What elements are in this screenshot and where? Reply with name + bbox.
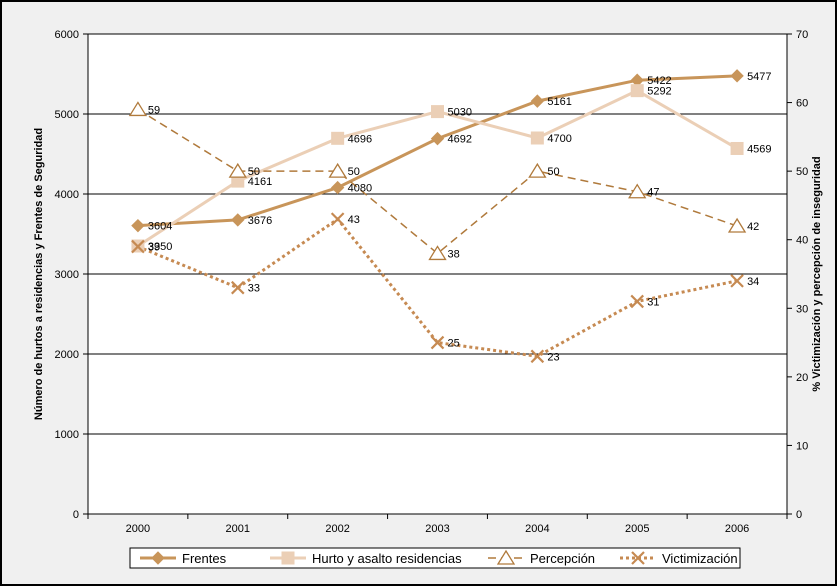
- series-0-point: [730, 69, 744, 83]
- series-2-data-label: 59: [148, 104, 160, 116]
- series-0-data-label: 5161: [547, 96, 571, 108]
- series-1-data-label: 5292: [647, 86, 671, 98]
- series-0-data-label: 5477: [747, 71, 771, 83]
- legend-label: Frentes: [182, 551, 227, 566]
- series-2-point: [628, 183, 647, 199]
- series-3-point: [330, 212, 345, 226]
- y2-tick-label: 60: [796, 98, 808, 110]
- series-2-data-label: 50: [547, 166, 559, 178]
- series-1-data-label: 3350: [148, 241, 172, 253]
- series-2-point: [228, 162, 247, 178]
- series-1-point: [530, 131, 544, 145]
- series-1-data-label: 5030: [448, 107, 472, 119]
- x-tick-label: 2002: [325, 523, 349, 535]
- series-0-data-label: 4080: [348, 183, 372, 195]
- series-1-data-label: 4700: [547, 133, 571, 145]
- y2-tick-label: 70: [796, 29, 808, 41]
- series-1-point: [431, 105, 444, 119]
- series-3-data-label: 31: [647, 296, 659, 308]
- x-tick-label: 2003: [425, 523, 449, 535]
- y2-tick-label: 20: [796, 372, 808, 384]
- series-3-point: [730, 274, 744, 288]
- y-tick-label: 3000: [55, 269, 79, 281]
- x-tick-label: 2005: [625, 523, 649, 535]
- y2-tick-label: 40: [796, 235, 808, 247]
- legend-swatch-marker: [631, 551, 645, 565]
- y-tick-label: 5000: [55, 109, 79, 121]
- series-2-point: [428, 245, 447, 261]
- y-tick-label: 0: [73, 509, 79, 521]
- series-3-data-label: 43: [348, 214, 360, 226]
- series-2-data-label: 38: [448, 248, 460, 260]
- series-0-data-label: 4692: [448, 134, 472, 146]
- series-3-data-label: 25: [448, 338, 460, 350]
- series-1-point: [730, 141, 744, 155]
- series-2-data-label: 42: [747, 221, 759, 233]
- series-2-point: [128, 101, 148, 117]
- legend-label: Hurto y asalto residencias: [312, 551, 462, 566]
- y2-tick-label: 10: [796, 440, 808, 452]
- series-1-point: [630, 84, 644, 98]
- y2-tick-label: 30: [796, 303, 808, 315]
- y2-tick-label: 0: [796, 509, 802, 521]
- series-3-point: [530, 349, 545, 364]
- legend-swatch-marker: [151, 551, 165, 565]
- series-0-point: [530, 94, 545, 108]
- series-1-data-label: 4569: [747, 143, 771, 155]
- y2-axis-title: % Victimización y percepción de inseguri…: [811, 156, 823, 391]
- series-2-data-label: 50: [348, 166, 360, 178]
- series-3-data-label: 23: [547, 351, 559, 363]
- series-2-point: [528, 162, 547, 178]
- series-3-data-label: 33: [248, 283, 260, 295]
- legend-swatch-marker: [281, 551, 295, 565]
- series-0-point: [131, 218, 145, 233]
- y-tick-label: 1000: [55, 429, 79, 441]
- series-0-point: [430, 131, 445, 146]
- x-tick-label: 2000: [126, 523, 150, 535]
- y-tick-label: 6000: [55, 29, 79, 41]
- series-3-point: [131, 239, 145, 254]
- y-tick-label: 4000: [55, 189, 79, 201]
- y-axis-title: Número de hurtos a residencias y Frentes…: [33, 128, 45, 420]
- series-2-point: [727, 217, 747, 233]
- series-1-data-label: 4161: [248, 176, 272, 188]
- x-tick-label: 2006: [725, 523, 749, 535]
- series-2-data-label: 47: [647, 187, 659, 199]
- series-0-data-label: 3676: [248, 215, 272, 227]
- series-2-point: [328, 162, 347, 178]
- series-0-point: [231, 213, 245, 227]
- series-3-data-label: 34: [747, 276, 759, 288]
- series-1-data-label: 4696: [348, 133, 372, 145]
- series-1-point: [331, 131, 345, 145]
- y-tick-label: 2000: [55, 349, 79, 361]
- series-3-point: [231, 280, 245, 295]
- x-tick-label: 2004: [525, 523, 549, 535]
- series-0-data-label: 5422: [647, 75, 671, 87]
- legend-label: Percepción: [530, 551, 595, 566]
- series-3-point: [630, 294, 644, 309]
- legend-swatch-marker: [496, 549, 516, 565]
- y2-tick-label: 50: [796, 166, 808, 178]
- series-0-point: [330, 180, 345, 195]
- series-3-point: [430, 335, 445, 350]
- series-3-data-label: 39: [148, 242, 160, 254]
- x-tick-label: 2001: [226, 523, 250, 535]
- legend-label: Victimización: [662, 551, 738, 566]
- series-0-data-label: 3604: [148, 221, 172, 233]
- series-2-data-label: 50: [248, 166, 260, 178]
